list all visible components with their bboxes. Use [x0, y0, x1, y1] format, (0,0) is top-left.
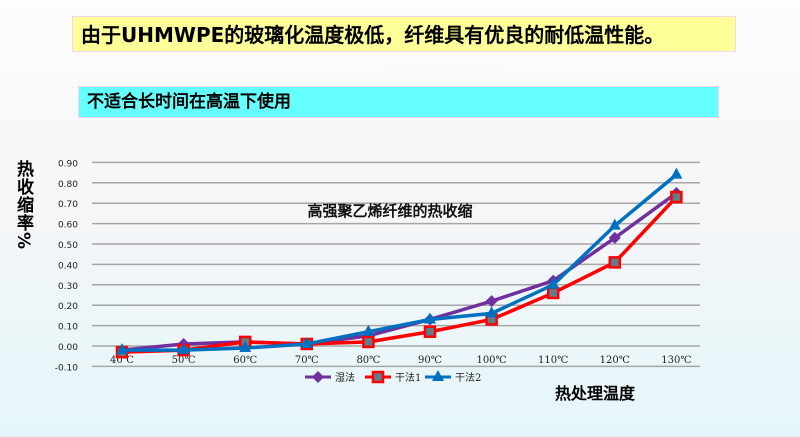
subheadline-banner: 不适合长时间在高温下使用: [78, 86, 719, 118]
headline-banner: 由于UHMWPE的玻璃化温度极低，纤维具有优良的耐低温性能。: [72, 16, 736, 52]
triangle-marker: [239, 341, 252, 353]
triangle-marker: [300, 336, 313, 348]
legend-label: 干法1: [395, 371, 421, 384]
diamond-marker: [608, 231, 621, 244]
y-tick-label: 0.20: [58, 302, 78, 312]
y-tick-label: 0.50: [58, 241, 78, 251]
square-marker: [371, 370, 385, 384]
x-tick-label: 90℃: [418, 355, 442, 366]
y-tick-label: 0.80: [58, 180, 78, 190]
x-tick-label: 80℃: [356, 355, 380, 366]
triangle-marker: [362, 324, 375, 336]
series-line: [122, 173, 678, 352]
y-axis-label: 热收缩率%: [13, 160, 33, 251]
triangle-marker: [485, 306, 498, 318]
triangle-marker: [424, 312, 436, 324]
x-tick-label: 50℃: [172, 355, 196, 366]
series-line: [121, 191, 678, 352]
diamond-marker: [312, 371, 324, 383]
y-tick-label: 0.00: [58, 343, 78, 353]
y-tick-label: 0.90: [58, 159, 78, 169]
y-tick-label: 0.30: [58, 282, 78, 292]
x-tick-label: 40℃: [110, 355, 134, 366]
legend-label: 湿法: [335, 371, 355, 384]
square-marker: [423, 325, 437, 338]
square-marker: [546, 286, 560, 300]
y-tick-label: 0.60: [58, 221, 78, 231]
x-tick-label: 100℃: [476, 355, 506, 366]
series-line: [121, 195, 678, 354]
square-marker: [608, 256, 622, 269]
chart-title: 高强聚乙烯纤维的热收缩: [307, 202, 472, 220]
legend-label: 干法2: [455, 371, 481, 384]
diamond-marker: [485, 295, 498, 308]
triangle-marker: [116, 343, 128, 355]
square-marker: [670, 190, 683, 204]
triangle-marker: [547, 277, 560, 289]
x-axis-label: 热处理温度: [555, 384, 636, 403]
x-tick-label: 70℃: [295, 355, 319, 366]
triangle-marker: [608, 218, 621, 230]
y-tick-label: 0.10: [58, 323, 78, 333]
square-marker: [362, 335, 375, 349]
x-tick-label: 130℃: [661, 355, 691, 366]
triangle-marker: [670, 167, 683, 179]
y-tick-label: 0.40: [58, 261, 78, 271]
y-tick-label: 0.70: [58, 200, 78, 210]
triangle-marker: [432, 370, 444, 381]
triangle-marker: [177, 343, 190, 355]
x-tick-label: 110℃: [538, 355, 568, 366]
x-tick-label: 120℃: [600, 355, 630, 366]
x-tick-label: 60℃: [233, 355, 257, 366]
y-tick-label: -0.10: [55, 363, 79, 373]
